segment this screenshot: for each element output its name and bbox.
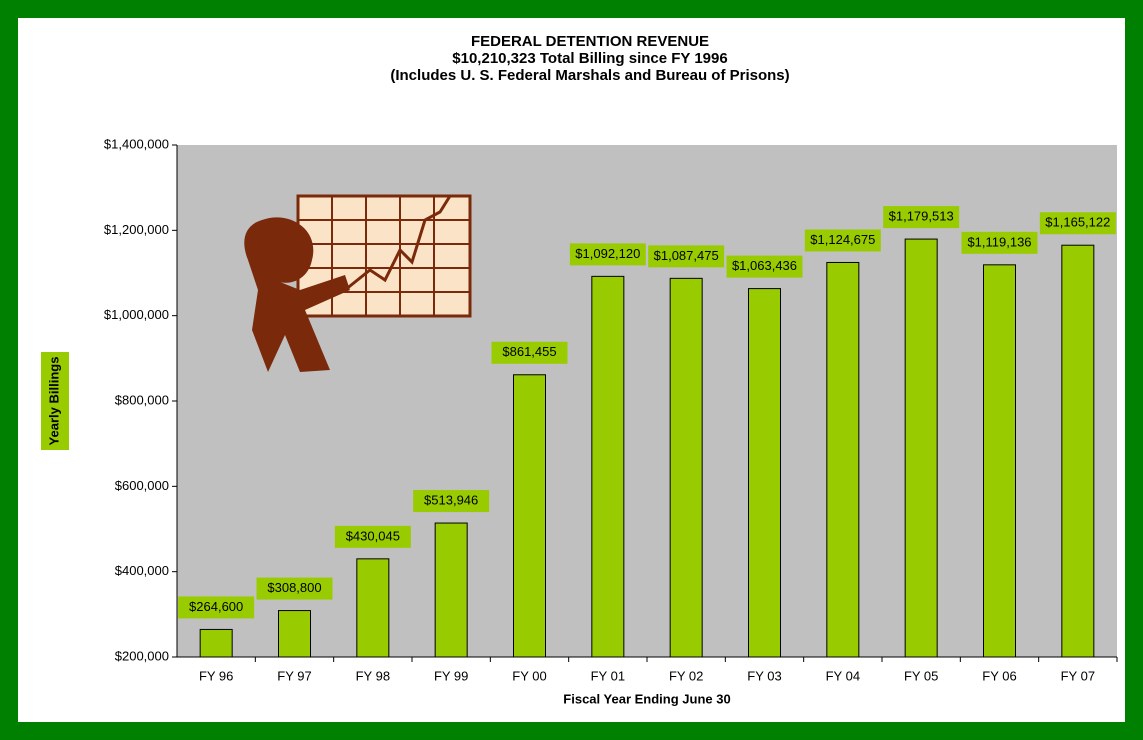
chart-subtitle: $10,210,323 Total Billing since FY 1996: [452, 50, 727, 67]
bar: [435, 523, 467, 657]
bar: [279, 611, 311, 657]
x-tick-label: FY 06: [982, 668, 1016, 683]
y-tick-label: $400,000: [115, 563, 169, 578]
value-label: $430,045: [346, 528, 400, 543]
value-label: $1,124,675: [810, 232, 875, 247]
x-tick-label: FY 01: [591, 668, 625, 683]
x-tick-label: FY 07: [1061, 668, 1095, 683]
chart: FEDERAL DETENTION REVENUE $10,210,323 To…: [0, 0, 1143, 740]
y-axis-title: Yearly Billings: [46, 357, 61, 446]
chart-title: FEDERAL DETENTION REVENUE: [471, 33, 709, 50]
y-tick-label: $1,400,000: [104, 136, 169, 151]
bar: [592, 276, 624, 657]
x-tick-label: FY 03: [747, 668, 781, 683]
value-label: $1,119,136: [967, 234, 1031, 249]
x-tick-label: FY 00: [512, 668, 546, 683]
y-tick-label: $1,000,000: [104, 307, 169, 322]
x-tick-label: FY 02: [669, 668, 703, 683]
value-label: $264,600: [189, 599, 243, 614]
bar: [1062, 245, 1094, 657]
value-label: $1,063,436: [732, 258, 797, 273]
x-tick-label: FY 99: [434, 668, 468, 683]
value-label: $308,800: [267, 580, 321, 595]
value-label: $861,455: [502, 344, 556, 359]
bar: [827, 262, 859, 657]
bar: [670, 278, 702, 657]
x-tick-label: FY 98: [356, 668, 390, 683]
y-tick-label: $200,000: [115, 648, 169, 663]
x-axis-title: Fiscal Year Ending June 30: [563, 691, 730, 706]
x-tick-label: FY 96: [199, 668, 233, 683]
value-label: $1,165,122: [1045, 215, 1110, 230]
x-tick-label: FY 04: [826, 668, 860, 683]
bar: [984, 265, 1016, 657]
bar: [905, 239, 937, 657]
value-label: $1,092,120: [575, 246, 640, 261]
bar: [200, 629, 232, 657]
value-label: $513,946: [424, 492, 478, 507]
y-tick-label: $800,000: [115, 392, 169, 407]
x-tick-label: FY 97: [277, 668, 311, 683]
value-label: $1,179,513: [889, 209, 954, 224]
bar: [357, 559, 389, 657]
value-label: $1,087,475: [654, 248, 719, 263]
bar: [514, 375, 546, 657]
x-tick-label: FY 05: [904, 668, 938, 683]
bar: [749, 289, 781, 657]
y-tick-label: $1,200,000: [104, 222, 169, 237]
y-tick-label: $600,000: [115, 478, 169, 493]
chart-subtitle: (Includes U. S. Federal Marshals and Bur…: [390, 67, 789, 84]
